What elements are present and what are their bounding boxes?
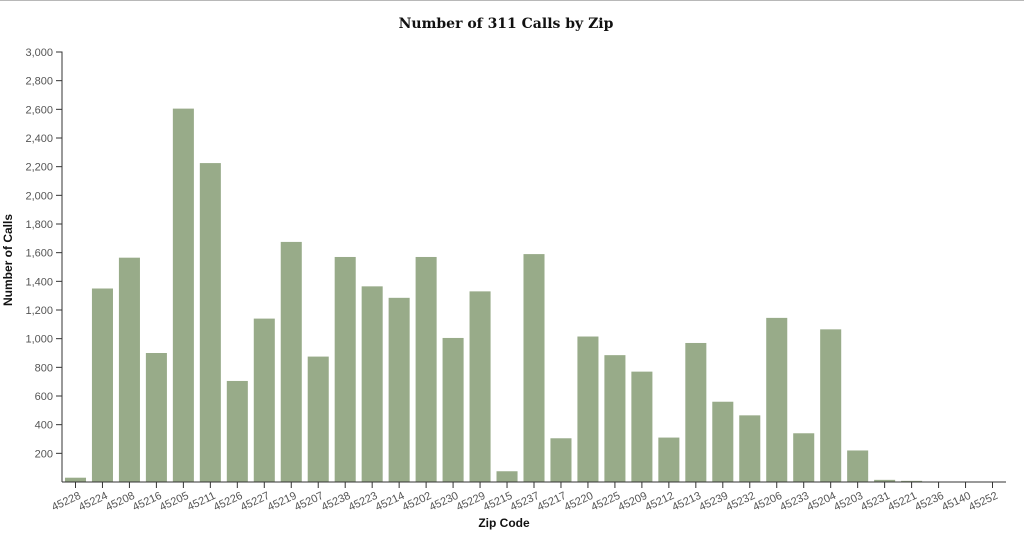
- bar-45227: [253, 318, 275, 482]
- bar-45217: [550, 438, 572, 482]
- bar-45229: [469, 291, 491, 482]
- bar-45221: [901, 480, 923, 482]
- y-tick-label: 800: [35, 362, 53, 374]
- y-tick-label: 1,000: [25, 334, 53, 346]
- bar-45215: [496, 471, 518, 482]
- bar-45239: [712, 401, 734, 482]
- bar-45238: [334, 256, 356, 482]
- bar-45202: [415, 256, 437, 482]
- bar-45212: [658, 437, 680, 482]
- y-tick-label: 2,600: [25, 104, 53, 116]
- y-tick-label: 2,800: [25, 76, 53, 88]
- y-tick-label: 1,400: [25, 276, 53, 288]
- bar-45208: [118, 257, 140, 482]
- bar-45219: [280, 241, 302, 482]
- y-tick-label: 2,400: [25, 133, 53, 145]
- bar-45223: [361, 286, 383, 482]
- y-tick-label: 1,800: [25, 219, 53, 231]
- x-axis: 4522845224452084521645205452114522645227…: [50, 481, 1006, 514]
- bar-45230: [442, 337, 464, 482]
- bar-45225: [604, 355, 626, 482]
- y-tick-label: 3,000: [25, 47, 53, 59]
- x-axis-label: Zip Code: [478, 516, 530, 530]
- x-tick-label: 45252: [967, 490, 1000, 514]
- bars-group: [64, 108, 1004, 483]
- bar-45206: [766, 317, 788, 482]
- y-axis: 200 400 600 800 1,000 1,200 1,400 1,600 1,800 2,0…: [25, 47, 63, 482]
- y-tick-label: 1,200: [25, 305, 53, 317]
- bar-45209: [631, 371, 653, 482]
- y-axis-label: Number of Calls: [1, 214, 15, 306]
- bar-45237: [523, 254, 545, 482]
- top-border: [0, 0, 1024, 1]
- bar-45205: [172, 108, 194, 483]
- y-tick-label: 2,000: [25, 190, 53, 202]
- bar-45228: [64, 477, 87, 482]
- bar-45204: [820, 329, 842, 482]
- bar-45211: [199, 163, 221, 482]
- y-tick-label: 200: [35, 448, 53, 460]
- y-tick-label: 2,200: [25, 162, 53, 174]
- bar-45233: [793, 433, 815, 482]
- bar-45213: [685, 342, 707, 482]
- y-tick-label: 1,600: [25, 248, 53, 260]
- y-tick-label: 400: [35, 420, 53, 432]
- bar-45203: [847, 450, 869, 482]
- bar-45220: [577, 336, 599, 482]
- y-axis-line: [56, 51, 63, 482]
- bar-45232: [739, 415, 761, 482]
- bar-45226: [226, 380, 248, 482]
- chart-title: Number of 311 Calls by Zip: [399, 16, 614, 32]
- bar-45216: [145, 353, 167, 482]
- bar-45231: [874, 479, 896, 482]
- bar-45224: [91, 288, 113, 482]
- bar-45207: [307, 356, 329, 482]
- bar-45214: [388, 297, 410, 482]
- y-tick-label: 600: [35, 391, 53, 403]
